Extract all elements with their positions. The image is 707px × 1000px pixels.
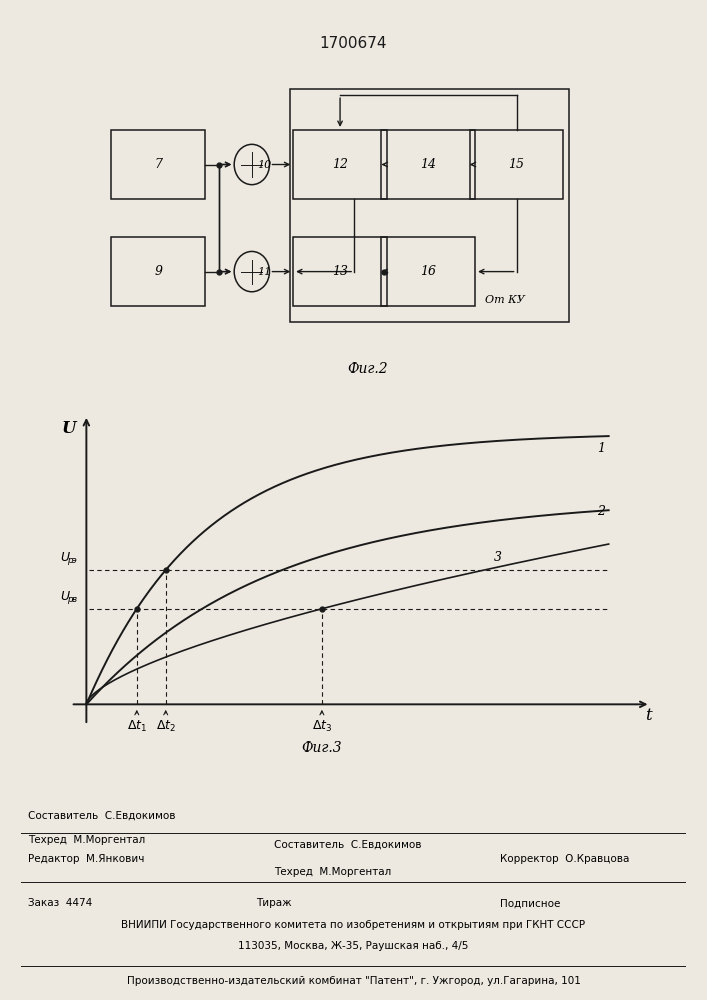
Text: Тираж: Тираж	[256, 898, 291, 908]
Bar	[469, 130, 563, 199]
Text: Редактор  М.Янкович: Редактор М.Янкович	[28, 854, 144, 863]
Text: ВНИИПИ Государственного комитета по изобретениям и открытиям при ГКНТ СССР: ВНИИПИ Государственного комитета по изоб…	[122, 920, 585, 930]
Text: Техред  М.Моргентал: Техред М.Моргентал	[274, 867, 391, 877]
Text: t: t	[645, 707, 652, 724]
Text: От КУ: От КУ	[485, 295, 525, 305]
Text: $\Delta t_3$: $\Delta t_3$	[312, 719, 332, 734]
Text: 12: 12	[332, 158, 348, 171]
Text: Техред  М.Моргентал: Техред М.Моргентал	[28, 835, 145, 845]
Text: 16: 16	[420, 265, 436, 278]
Text: $\Delta t_1$: $\Delta t_1$	[127, 719, 147, 734]
Text: 1: 1	[597, 442, 605, 455]
Text: 2: 2	[597, 505, 605, 518]
Bar	[291, 89, 569, 322]
Text: Фиг.3: Фиг.3	[301, 740, 341, 754]
Text: 11: 11	[257, 267, 271, 277]
Text: Подписное: Подписное	[500, 898, 560, 908]
Bar	[111, 237, 205, 306]
Text: 7: 7	[154, 158, 162, 171]
Text: 9: 9	[154, 265, 162, 278]
Text: 1700674: 1700674	[320, 36, 387, 51]
Text: Корректор  О.Кравцова: Корректор О.Кравцова	[500, 854, 629, 863]
Text: Составитель  С.Евдокимов: Составитель С.Евдокимов	[274, 840, 421, 850]
Text: Фиг.2: Фиг.2	[347, 362, 388, 376]
Text: 13: 13	[332, 265, 348, 278]
Text: Производственно-издательский комбинат "Патент", г. Ужгород, ул.Гагарина, 101: Производственно-издательский комбинат "П…	[127, 976, 580, 986]
Text: Заказ  4474: Заказ 4474	[28, 898, 92, 908]
Bar	[293, 130, 387, 199]
Text: U: U	[62, 420, 76, 437]
Text: 14: 14	[420, 158, 436, 171]
Text: Составитель  С.Евдокимов: Составитель С.Евдокимов	[28, 811, 175, 821]
Bar	[111, 130, 205, 199]
Text: $U_{\!р\!в}$: $U_{\!р\!в}$	[60, 589, 78, 606]
Text: 15: 15	[508, 158, 525, 171]
Bar	[293, 237, 387, 306]
Text: $\Delta t_2$: $\Delta t_2$	[156, 719, 176, 734]
Text: 3: 3	[493, 551, 502, 564]
Text: 10: 10	[257, 160, 271, 170]
Bar	[382, 130, 475, 199]
Text: 113035, Москва, Ж-35, Раушская наб., 4/5: 113035, Москва, Ж-35, Раушская наб., 4/5	[238, 941, 469, 951]
Text: $U_{\!р\!э}$: $U_{\!р\!э}$	[60, 550, 78, 567]
Bar	[382, 237, 475, 306]
